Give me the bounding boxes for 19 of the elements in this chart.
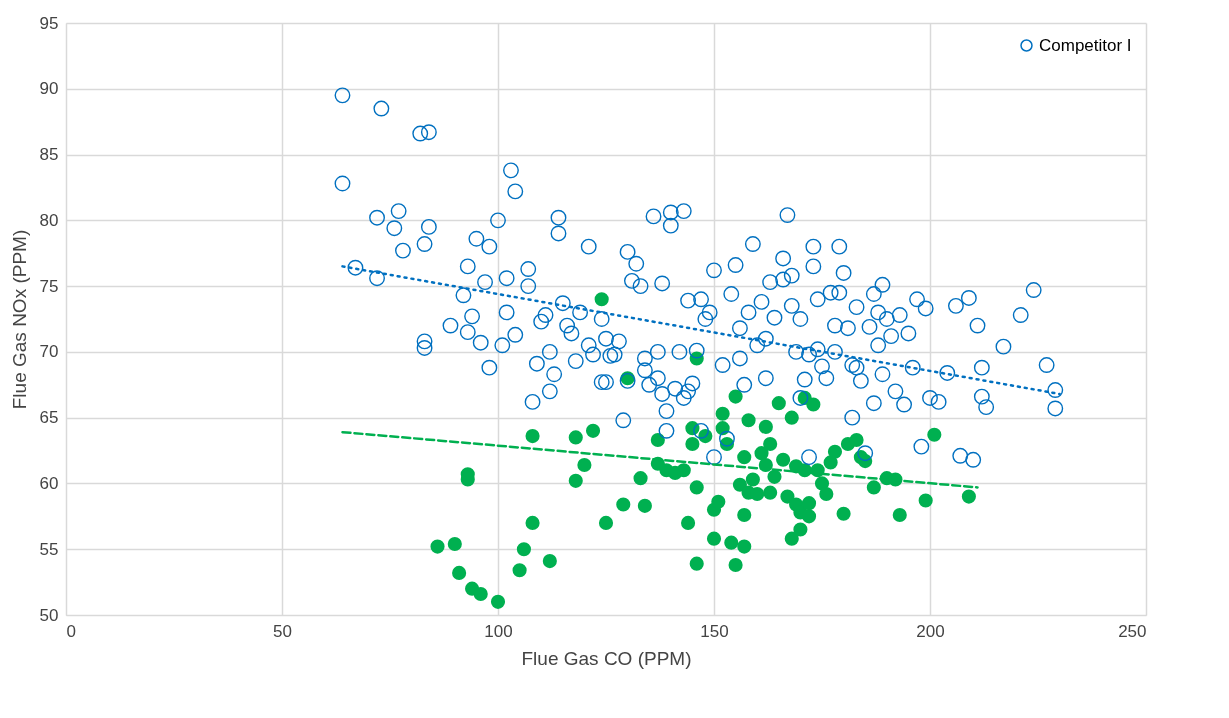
y-tick-label: 70 xyxy=(39,342,59,362)
legend-label: Competitor I xyxy=(1039,35,1132,55)
y-tick-label: 75 xyxy=(39,276,59,296)
y-tick-label: 50 xyxy=(39,605,59,625)
y-axis-title: Flue Gas NOx (PPM) xyxy=(8,229,30,410)
y-tick-label: 55 xyxy=(39,539,59,559)
x-axis-title: Flue Gas CO (PPM) xyxy=(521,647,692,669)
x-tick-label: 250 xyxy=(1118,621,1147,641)
x-tick-label: 0 xyxy=(66,621,76,641)
x-tick-label: 50 xyxy=(273,621,292,641)
y-tick-label: 90 xyxy=(39,79,59,99)
x-tick-label: 100 xyxy=(484,621,513,641)
x-tick-label: 200 xyxy=(916,621,945,641)
y-tick-label: 60 xyxy=(39,473,59,493)
y-tick-label: 65 xyxy=(39,408,59,428)
x-tick-label: 150 xyxy=(700,621,729,641)
y-tick-label: 85 xyxy=(39,145,59,165)
y-tick-label: 95 xyxy=(39,13,59,33)
y-tick-label: 80 xyxy=(39,210,59,230)
